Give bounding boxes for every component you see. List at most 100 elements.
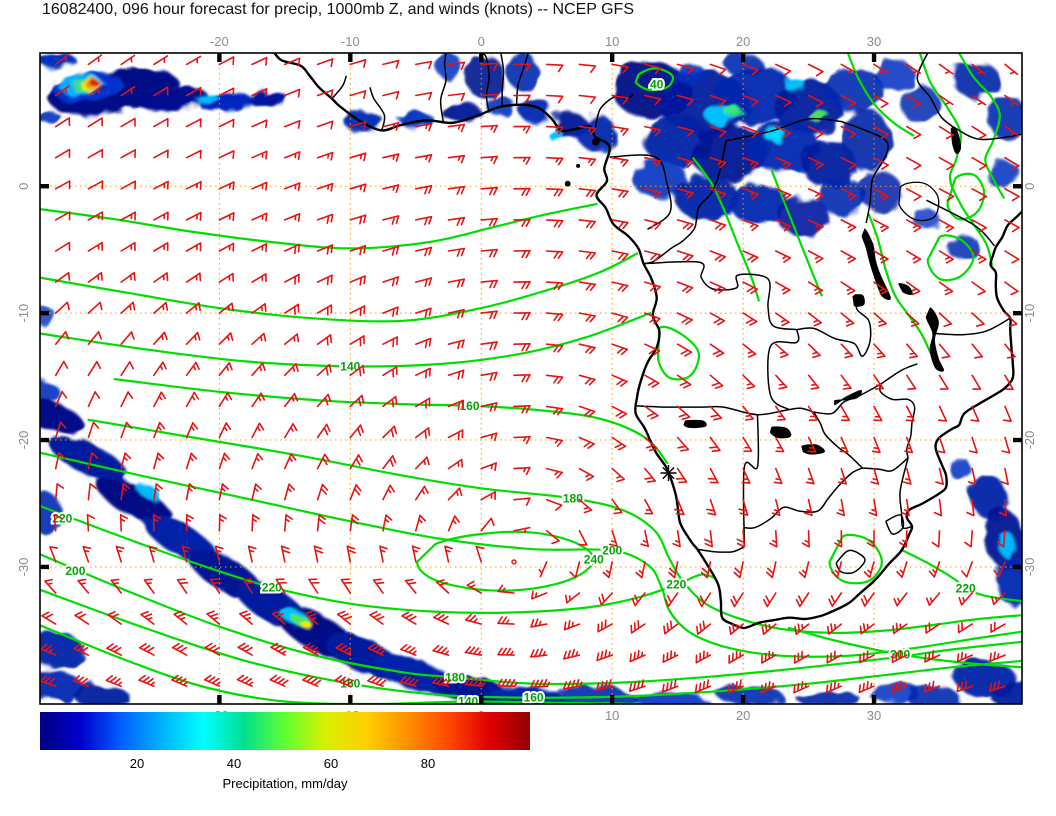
axis-tick: [1013, 310, 1022, 316]
precip-cell: [874, 59, 914, 90]
precip-cell: [40, 493, 63, 534]
height-contour: [946, 172, 986, 221]
precip-cell: [40, 53, 77, 69]
x-tick-label: 20: [736, 708, 750, 723]
lake: [925, 307, 945, 372]
precip-cell: [519, 100, 554, 123]
colorbar-tick-label: 80: [420, 756, 436, 771]
y-tick-label: -20: [1022, 431, 1037, 450]
colorbar-label: Precipitation, mm/day: [222, 776, 348, 791]
lake: [769, 426, 792, 439]
x-tick-label: 10: [605, 708, 619, 723]
precip-cell: [301, 622, 315, 632]
height-contour: [40, 504, 717, 615]
island: [576, 163, 581, 168]
colorbar-tick-label: 40: [226, 756, 242, 771]
country-border: [952, 125, 1022, 141]
y-tick-label: -10: [1022, 304, 1037, 323]
height-contour: [846, 53, 915, 137]
graticule-layer: [40, 53, 1022, 704]
calm-wind-marker: [511, 559, 517, 565]
contour-label: 160: [524, 691, 544, 705]
axis-tick: [40, 310, 49, 316]
axis-tick: [217, 53, 222, 62]
contour-label: 140: [340, 359, 360, 373]
precip-cell: [507, 53, 539, 91]
contour-label: 200: [602, 544, 622, 558]
axis-tick: [740, 53, 746, 62]
precip-cell: [970, 474, 1008, 520]
height-contour: [828, 533, 883, 585]
country-border: [725, 117, 842, 142]
island: [564, 180, 571, 187]
contour-label: 180: [563, 491, 583, 505]
country-border: [862, 457, 909, 472]
height-contour: [770, 169, 823, 297]
geography-layer: [273, 53, 1022, 630]
height-contour: [113, 378, 669, 464]
country-border: [841, 120, 889, 224]
precip-cell: [40, 111, 61, 124]
lake: [834, 389, 863, 406]
country-border: [643, 140, 727, 265]
precip-cell: [72, 683, 131, 704]
precip-cell: [431, 673, 518, 704]
y-tick-label: -10: [16, 304, 31, 323]
country-border: [515, 53, 530, 106]
precip-cell: [40, 669, 84, 701]
lake: [898, 283, 913, 295]
contour-label: 220: [52, 512, 72, 526]
axis-tick: [609, 53, 615, 62]
lake: [950, 127, 962, 155]
precip-cell: [724, 106, 742, 117]
precip-cell: [575, 116, 618, 150]
height-contour: [901, 549, 1022, 603]
contour-label: 40: [650, 78, 664, 92]
precip-cell: [90, 80, 100, 87]
axis-tick: [40, 564, 49, 570]
lake: [898, 181, 940, 222]
axis-tick: [871, 695, 877, 704]
contour-label: 240: [584, 552, 604, 566]
map-plot: 1401601802002202402202202001801601601403…: [16, 34, 1037, 723]
colorbar-tick-label: 20: [129, 756, 145, 771]
height-contour: [416, 530, 595, 592]
precip-cell: [796, 690, 860, 704]
country-border: [878, 384, 916, 458]
precip-cell: [807, 107, 826, 121]
country-border: [609, 154, 672, 231]
height-contour: [87, 418, 1022, 635]
country-border: [369, 87, 386, 131]
contour-label: 220: [666, 578, 686, 592]
axis-tick: [348, 695, 353, 704]
x-tick-label: 30: [867, 34, 881, 49]
precip-cell: [800, 140, 856, 187]
axis-tick: [40, 184, 49, 189]
height-contour: [40, 312, 652, 368]
height-contour: [958, 53, 1005, 199]
height-contour: [656, 325, 701, 381]
country-border: [500, 53, 505, 108]
country-border: [635, 405, 815, 416]
precip-cell: [40, 305, 55, 326]
y-tick-label: 0: [1022, 183, 1037, 190]
axes-frame: -20-20-10-100010102020303000-10-10-20-20…: [16, 34, 1037, 723]
colorbar-tick-label: 60: [323, 756, 339, 771]
x-tick-label: -10: [341, 34, 360, 49]
x-tick-label: 0: [478, 34, 485, 49]
precip-cell: [40, 377, 61, 401]
y-tick-label: -30: [1022, 558, 1037, 577]
wind-barbs: [40, 53, 1020, 694]
precip-cell: [785, 79, 806, 93]
country-border: [697, 545, 745, 553]
x-tick-label: 10: [605, 34, 619, 49]
precip-cell: [675, 64, 707, 85]
precip-cell: [946, 235, 981, 259]
country-border: [331, 75, 348, 100]
precip-cell: [435, 53, 462, 79]
axis-tick: [1013, 564, 1022, 570]
island: [591, 137, 600, 146]
x-tick-label: 30: [867, 708, 881, 723]
height-contour: [40, 252, 639, 323]
precip-cell: [492, 685, 575, 704]
